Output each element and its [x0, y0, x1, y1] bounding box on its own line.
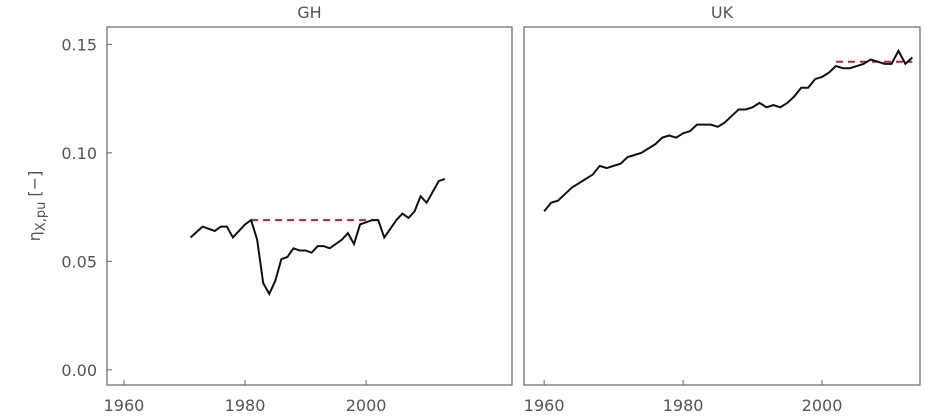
x-tick-label: 2000 — [802, 396, 843, 415]
y-tick-label: 0.15 — [61, 35, 97, 54]
y-tick-label: 0.10 — [61, 144, 97, 163]
y-tick-label: 0.05 — [61, 252, 97, 271]
data-line — [543, 48, 914, 213]
x-tick-label: 1960 — [104, 396, 145, 415]
x-tick-label: 2000 — [346, 396, 387, 415]
panel-title: GH — [297, 3, 321, 22]
y-tick-label: 0.00 — [61, 361, 97, 380]
data-line — [189, 177, 446, 297]
y-label-symbol: η — [25, 231, 44, 241]
panel-frame — [106, 26, 513, 386]
y-label-subscript: X,pu — [34, 202, 49, 232]
panel-frame — [523, 26, 921, 386]
x-tick-label: 1980 — [225, 396, 266, 415]
x-tick-label: 1980 — [663, 396, 704, 415]
x-tick-label: 1960 — [524, 396, 565, 415]
y-axis-label: ηX,pu [−] — [25, 171, 49, 242]
y-label-unit: [−] — [25, 171, 44, 197]
panel-title: UK — [711, 3, 734, 22]
